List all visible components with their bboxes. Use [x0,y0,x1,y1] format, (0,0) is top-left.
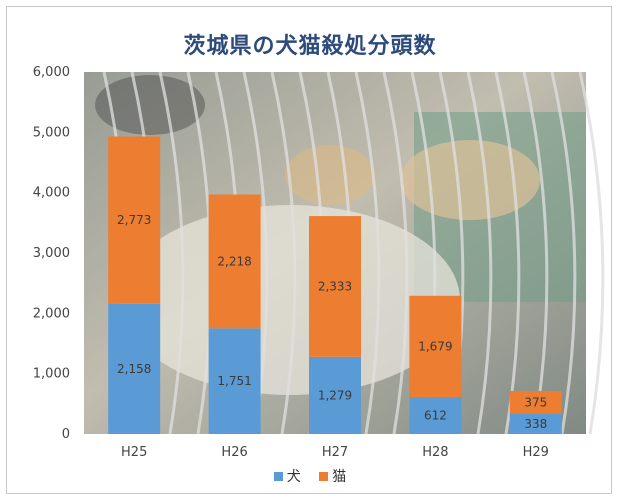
bar-dog-H29 [509,413,562,434]
bar-dog-H27 [309,356,361,434]
bar-cat-H25 [108,136,161,304]
x-tick-label: H26 [221,445,247,460]
data-label: 2,158 [117,362,151,376]
bar-dog-H25 [108,303,161,434]
bar-cat-H26 [208,194,261,329]
legend-swatch-cat [319,471,329,481]
data-label: 375 [524,395,547,409]
legend: 犬 猫 [0,466,620,486]
y-tick-label: 1,000 [33,367,70,382]
legend-item-cat: 猫 [319,466,346,486]
bar-cat-H29 [509,390,562,414]
data-label: 612 [424,409,447,423]
x-tick-label: H25 [121,445,147,460]
x-tick-label: H29 [523,445,549,460]
legend-swatch-dog [273,471,283,481]
bar-dog-H28 [409,397,462,434]
y-tick-label: 5,000 [33,125,70,140]
data-label: 2,773 [117,213,151,227]
data-label: 2,218 [217,254,251,268]
legend-label-dog: 犬 [286,469,301,485]
data-label: 2,333 [318,279,352,293]
bar-cat-H28 [409,295,462,398]
y-tick-label: 0 [62,427,70,442]
chart-title: 茨城県の犬猫殺処分頭数 [183,34,437,59]
x-tick-label: H28 [422,445,448,460]
data-label: 1,279 [318,388,352,402]
y-tick-label: 4,000 [33,186,70,201]
data-label: 1,679 [418,339,452,353]
legend-label-cat: 猫 [332,469,347,485]
bar-cat-H27 [309,216,361,357]
y-tick-label: 6,000 [33,65,70,80]
y-tick-label: 3,000 [33,246,70,261]
legend-item-dog: 犬 [273,466,301,486]
background-photo [84,71,605,435]
y-tick-label: 2,000 [33,306,70,321]
data-label: 338 [524,417,547,431]
x-tick-label: H27 [322,445,348,460]
data-label: 1,751 [217,374,251,388]
bar-dog-H26 [208,328,261,434]
